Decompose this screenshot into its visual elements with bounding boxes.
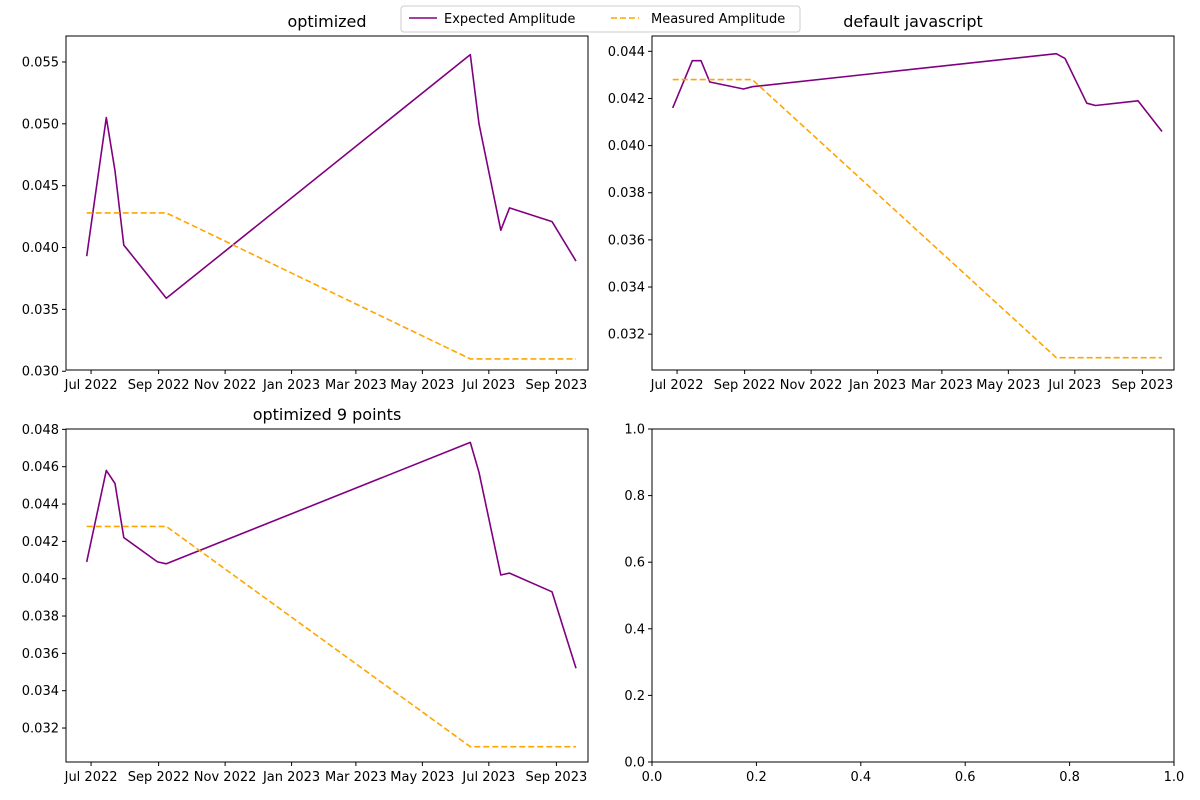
y-tick-label: 0.034 <box>608 281 645 296</box>
y-tick-label: 0.030 <box>22 365 59 380</box>
x-tick-label: Jul 2023 <box>1047 378 1101 393</box>
x-tick-label: Sep 2022 <box>714 378 776 393</box>
x-tick-label: Nov 2022 <box>194 770 257 785</box>
subplot-title: optimized <box>287 12 366 31</box>
y-tick-label: 0.6 <box>624 556 645 571</box>
y-tick-label: 0.040 <box>608 139 645 154</box>
y-tick-label: 0.032 <box>22 722 59 737</box>
y-tick-label: 0.042 <box>608 92 645 107</box>
x-tick-label: May 2023 <box>976 378 1040 393</box>
x-tick-label: Sep 2022 <box>128 770 190 785</box>
series-line-measured-amplitude <box>86 212 576 360</box>
series-line-measured-amplitude <box>86 525 576 748</box>
y-tick-label: 0.040 <box>22 241 59 256</box>
x-tick-label: 0.8 <box>1059 770 1080 785</box>
x-tick-label: Jul 2023 <box>461 378 515 393</box>
x-tick-label: Jul 2023 <box>461 770 515 785</box>
y-tick-label: 0.4 <box>624 622 645 637</box>
y-tick-label: 0.038 <box>22 610 59 625</box>
legend-label-expected: Expected Amplitude <box>444 12 575 27</box>
x-tick-label: 0.0 <box>642 770 663 785</box>
x-tick-label: Sep 2023 <box>526 378 588 393</box>
x-tick-label: Sep 2023 <box>526 770 588 785</box>
y-tick-label: 0.045 <box>22 179 59 194</box>
legend-frame <box>400 5 801 33</box>
subplot-title: optimized 9 points <box>253 405 402 424</box>
x-tick-label: Jul 2022 <box>64 770 118 785</box>
subplot-title: default javascript <box>843 12 983 31</box>
x-tick-label: Jan 2023 <box>262 378 320 393</box>
y-tick-label: 0.034 <box>22 684 59 699</box>
y-tick-label: 0.032 <box>608 328 645 343</box>
x-tick-label: 0.2 <box>746 770 767 785</box>
x-tick-label: 0.4 <box>850 770 871 785</box>
subplot-2: Jul 2022 Sep 2022 Nov 2022 Jan 2023 Mar 2023… <box>608 12 1175 393</box>
x-tick-label: 1.0 <box>1164 770 1185 785</box>
axes-frame <box>651 35 1175 371</box>
x-tick-label: Mar 2023 <box>325 770 387 785</box>
series-line-expected-amplitude <box>671 52 1163 132</box>
y-tick-label: 0.046 <box>22 460 59 475</box>
y-tick-label: 0.8 <box>624 489 645 504</box>
y-tick-label: 0.038 <box>608 186 645 201</box>
y-tick-label: 0.044 <box>22 498 59 513</box>
y-tick-label: 0.055 <box>22 55 59 70</box>
x-tick-label: Jul 2022 <box>64 378 118 393</box>
y-tick-label: 1.0 <box>624 423 645 438</box>
legend-label-measured: Measured Amplitude <box>651 12 785 27</box>
axes-frame <box>651 428 1175 763</box>
subplot-4: 0.0 0.2 0.4 0.6 0.8 1.0 0.0 0.2 0.4 0.6 0.8 1.0 <box>624 423 1184 786</box>
x-tick-label: Jan 2023 <box>262 770 320 785</box>
x-tick-label: Sep 2022 <box>128 378 190 393</box>
y-tick-label: 0.040 <box>22 572 59 587</box>
y-tick-label: 0.048 <box>22 423 59 438</box>
axes-frame <box>65 35 589 371</box>
subplot-1: Jul 2022 Sep 2022 Nov 2022 Jan 2023 Mar 2023… <box>22 12 589 393</box>
x-tick-label: Mar 2023 <box>911 378 973 393</box>
x-tick-label: May 2023 <box>390 378 454 393</box>
x-tick-label: Jul 2022 <box>650 378 704 393</box>
y-tick-label: 0.050 <box>22 117 59 132</box>
axes-frame <box>65 428 589 763</box>
series-line-expected-amplitude <box>85 441 577 669</box>
y-tick-label: 0.044 <box>608 45 645 60</box>
y-tick-label: 0.036 <box>608 233 645 248</box>
series-line-expected-amplitude <box>85 53 577 300</box>
y-tick-label: 0.035 <box>22 303 59 318</box>
y-tick-label: 0.2 <box>624 689 645 704</box>
y-tick-label: 0.036 <box>22 647 59 662</box>
y-tick-label: 0.042 <box>22 535 59 550</box>
series-line-measured-amplitude <box>672 78 1162 359</box>
x-tick-label: Jan 2023 <box>848 378 906 393</box>
legend: Expected Amplitude Measured Amplitude <box>400 5 801 33</box>
subplot-3: Jul 2022 Sep 2022 Nov 2022 Jan 2023 Mar 2023… <box>22 405 589 785</box>
x-tick-label: 0.6 <box>955 770 976 785</box>
x-tick-label: Nov 2022 <box>194 378 257 393</box>
y-tick-label: 0.0 <box>624 756 645 771</box>
x-tick-label: Sep 2023 <box>1112 378 1174 393</box>
x-tick-label: May 2023 <box>390 770 454 785</box>
x-tick-label: Mar 2023 <box>325 378 387 393</box>
x-tick-label: Nov 2022 <box>780 378 843 393</box>
